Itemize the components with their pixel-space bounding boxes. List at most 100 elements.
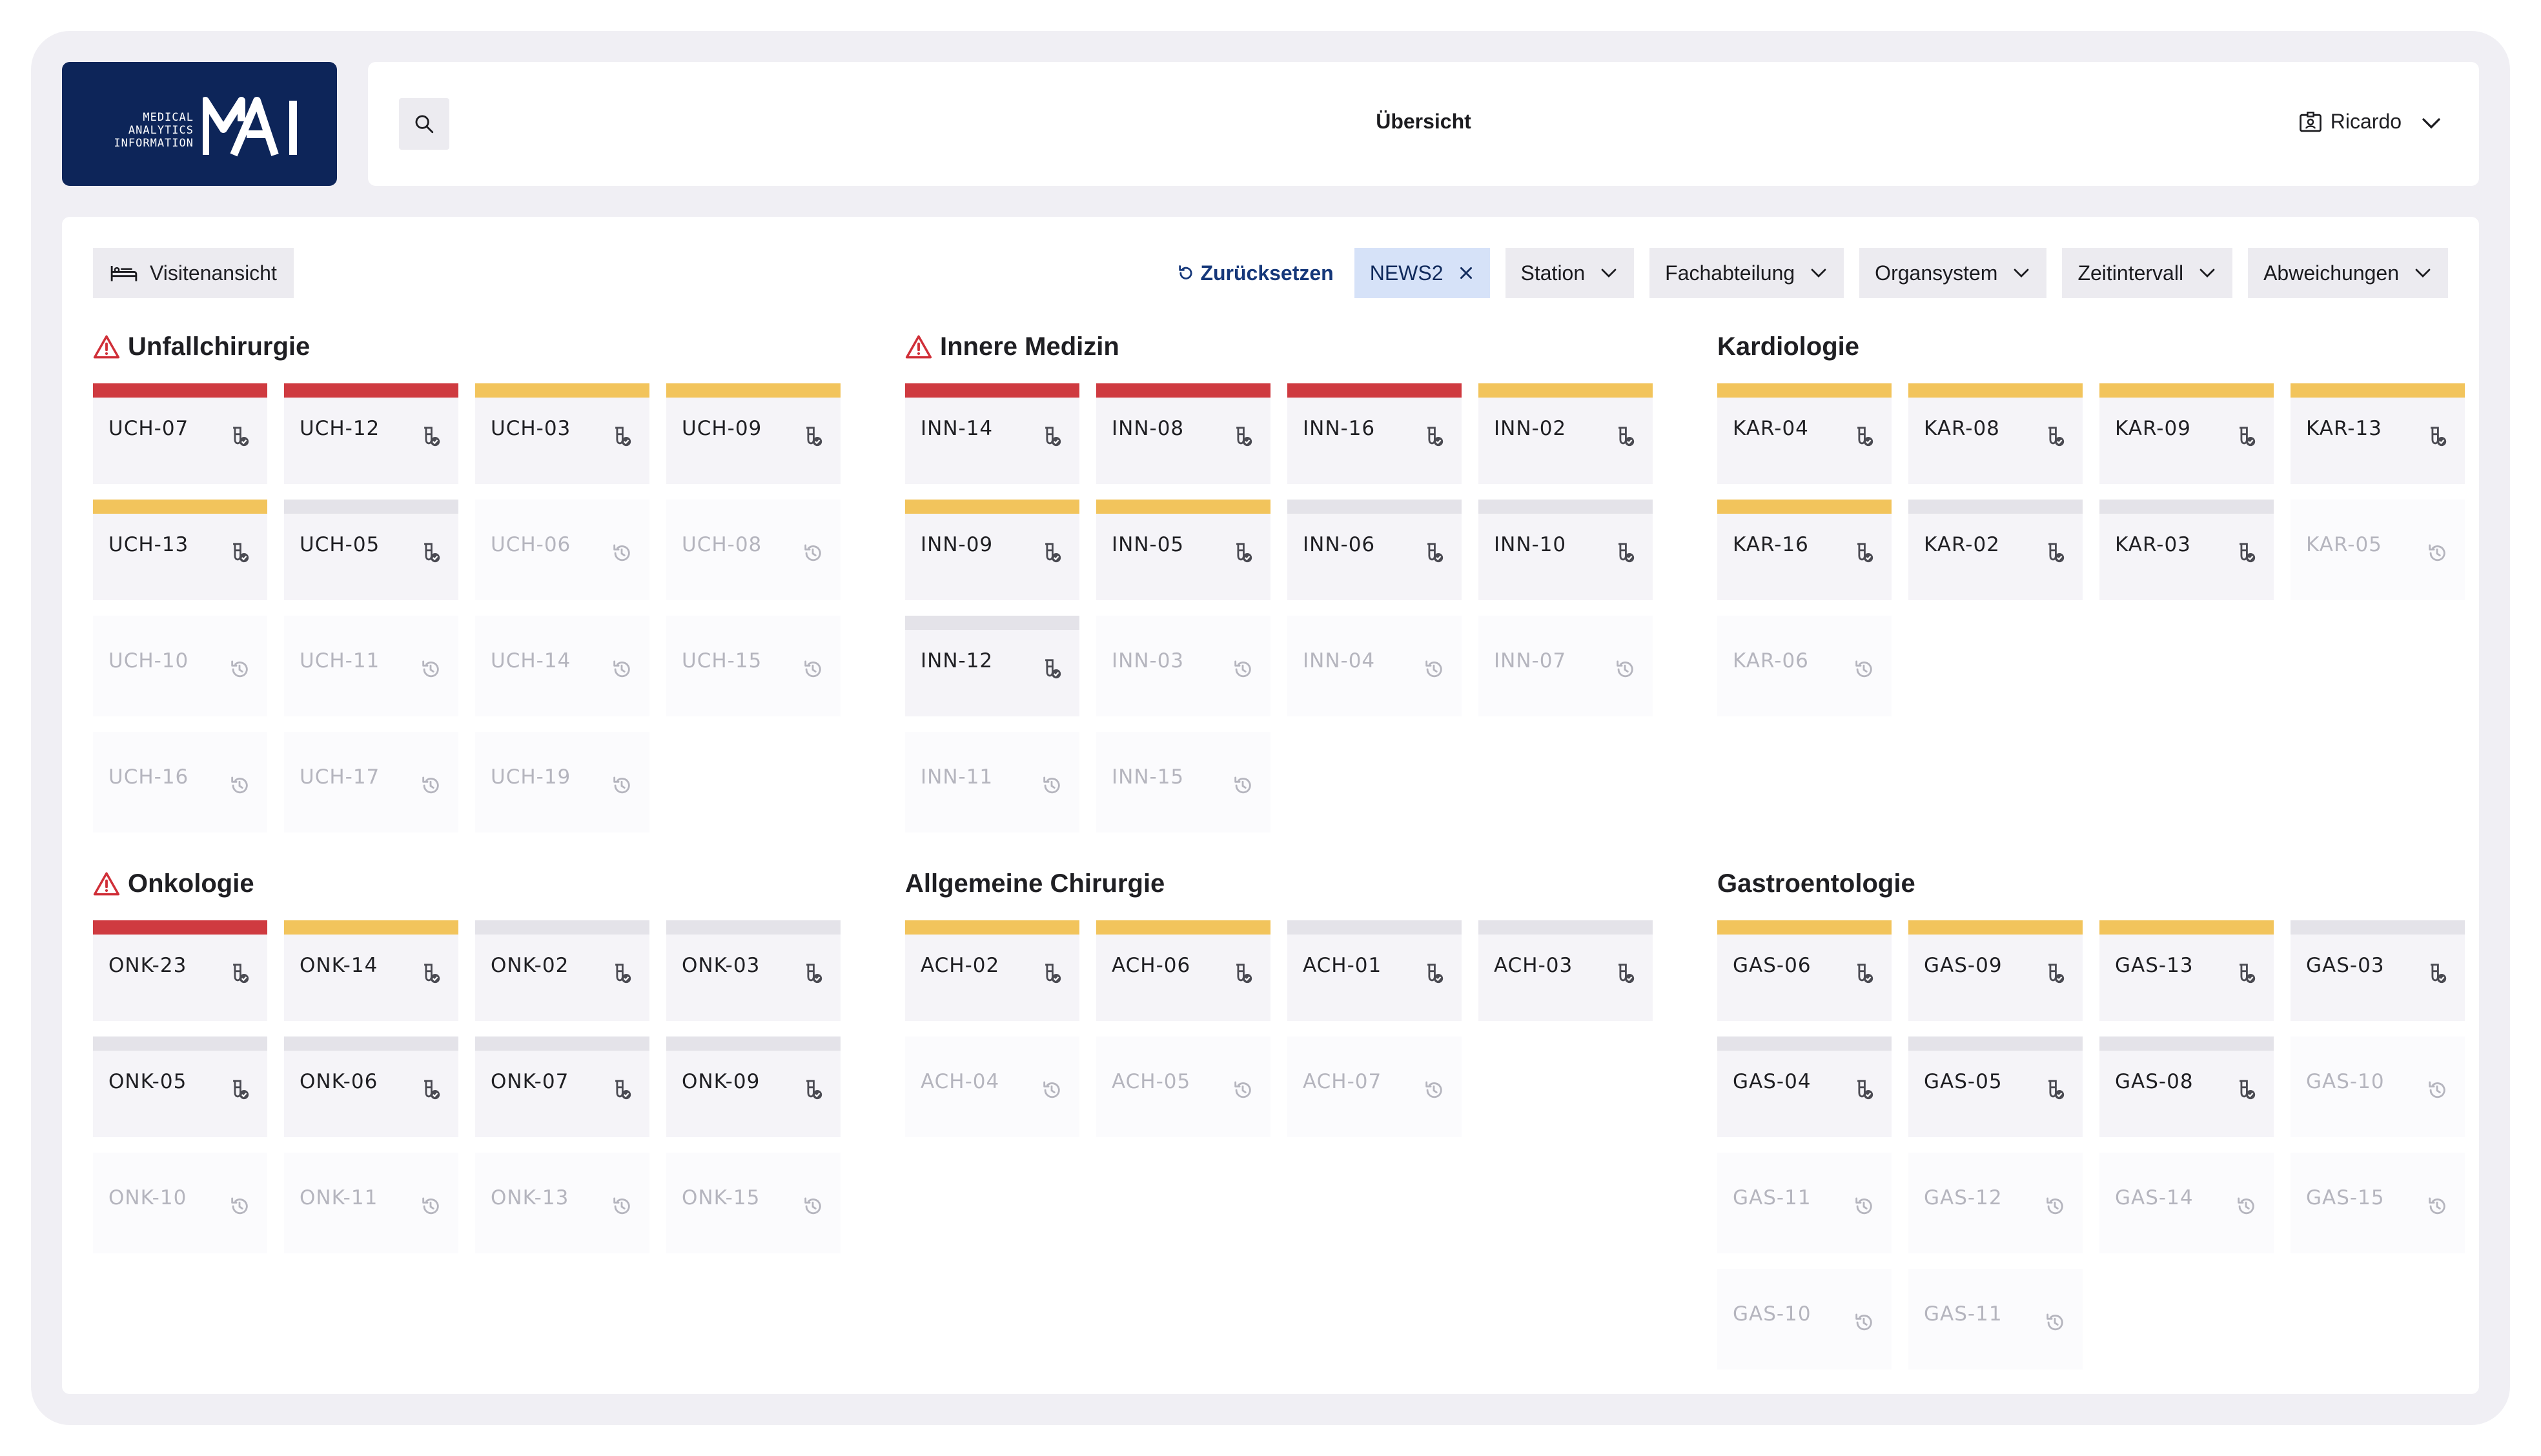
station-tile[interactable]: UCH-09 [666,383,841,484]
station-tile[interactable]: UCH-03 [475,383,649,484]
station-tile[interactable]: UCH-13 [93,500,267,600]
station-tile[interactable]: INN-16 [1287,383,1462,484]
station-tile[interactable]: GAS-10 [2291,1036,2465,1137]
close-icon[interactable] [1458,265,1475,281]
station-tile[interactable]: UCH-08 [666,500,841,600]
station-tile[interactable]: GAS-13 [2099,920,2274,1021]
station-tile[interactable]: UCH-15 [666,616,841,716]
lab-tube-check-icon [1045,659,1061,679]
station-id: UCH-09 [682,417,762,440]
station-tile[interactable]: GAS-12 [1908,1153,2083,1253]
station-tile[interactable]: INN-04 [1287,616,1462,716]
station-tile[interactable]: ONK-14 [284,920,458,1021]
station-tile[interactable]: UCH-10 [93,616,267,716]
station-tile[interactable]: INN-09 [905,500,1079,600]
station-tile[interactable]: ONK-02 [475,920,649,1021]
station-tile[interactable]: GAS-03 [2291,920,2465,1021]
user-menu[interactable]: Ricardo [2298,110,2402,134]
status-bar-yellow [666,383,841,398]
station-tile[interactable]: UCH-16 [93,732,267,833]
station-tile[interactable]: ONK-07 [475,1036,649,1137]
station-tile[interactable]: INN-12 [905,616,1079,716]
status-bar-yellow [1717,383,1892,398]
station-tile[interactable]: GAS-09 [1908,920,2083,1021]
station-tile[interactable]: INN-05 [1096,500,1270,600]
station-tile[interactable]: ACH-03 [1478,920,1653,1021]
filter-dropdown-abweichungen[interactable]: Abweichungen [2248,248,2448,298]
lab-tube-check-icon [424,964,440,984]
station-tile[interactable]: KAR-04 [1717,383,1892,484]
station-tile[interactable]: ONK-15 [666,1153,841,1253]
station-tile[interactable]: GAS-11 [1717,1153,1892,1253]
station-tile[interactable]: KAR-08 [1908,383,2083,484]
station-tile[interactable]: ACH-05 [1096,1036,1270,1137]
station-tile[interactable]: ONK-13 [475,1153,649,1253]
station-tile[interactable]: ONK-03 [666,920,841,1021]
station-tile[interactable]: INN-15 [1096,732,1270,833]
filter-dropdown-organsystem[interactable]: Organsystem [1859,248,2047,298]
station-tile[interactable]: ONK-09 [666,1036,841,1137]
status-bar-gray [1287,500,1462,514]
station-tile[interactable]: KAR-02 [1908,500,2083,600]
station-id: INN-11 [921,765,994,789]
active-filter-chip[interactable]: NEWS2 [1354,248,1490,298]
search-button[interactable] [399,98,449,150]
station-tile[interactable]: INN-10 [1478,500,1653,600]
station-tile[interactable]: GAS-06 [1717,920,1892,1021]
status-bar-red [1096,383,1270,398]
filter-dropdown-station[interactable]: Station [1505,248,1635,298]
station-tile[interactable]: GAS-08 [2099,1036,2274,1137]
station-tile[interactable]: ACH-01 [1287,920,1462,1021]
station-id: KAR-09 [2115,417,2191,440]
station-tile[interactable]: INN-08 [1096,383,1270,484]
station-tile[interactable]: GAS-15 [2291,1153,2465,1253]
station-tile[interactable]: UCH-12 [284,383,458,484]
station-tile[interactable]: UCH-17 [284,732,458,833]
station-tile[interactable]: INN-11 [905,732,1079,833]
station-tile[interactable]: ONK-10 [93,1153,267,1253]
station-tile[interactable]: INN-14 [905,383,1079,484]
station-tile[interactable]: INN-02 [1478,383,1653,484]
station-tile[interactable]: KAR-06 [1717,616,1892,716]
filter-dropdown-fachabteilung[interactable]: Fachabteilung [1649,248,1844,298]
reset-filters-button[interactable]: Zurücksetzen [1172,261,1338,285]
station-tile[interactable]: GAS-14 [2099,1153,2274,1253]
station-tile[interactable]: KAR-05 [2291,500,2465,600]
visit-view-button[interactable]: Visitenansicht [93,248,294,298]
lab-tube-check-icon [2048,543,2065,563]
filter-dropdown-zeitintervall[interactable]: Zeitintervall [2062,248,2233,298]
station-tile[interactable]: ACH-04 [905,1036,1079,1137]
station-id: UCH-14 [491,649,571,672]
station-tile[interactable]: ACH-02 [905,920,1079,1021]
station-tile[interactable]: UCH-07 [93,383,267,484]
brand-logo[interactable]: MEDICAL ANALYTICS INFORMATION [62,62,337,186]
chevron-down-icon[interactable] [2420,114,2443,133]
station-tile[interactable]: KAR-03 [2099,500,2274,600]
station-tile[interactable]: KAR-13 [2291,383,2465,484]
station-tile[interactable]: ONK-23 [93,920,267,1021]
station-id: UCH-08 [682,533,762,556]
lab-tube-check-icon [424,1080,440,1100]
station-tile[interactable]: INN-07 [1478,616,1653,716]
station-tile[interactable]: UCH-06 [475,500,649,600]
station-tile[interactable]: ACH-07 [1287,1036,1462,1137]
station-id: INN-12 [921,649,994,672]
station-tile[interactable]: ACH-06 [1096,920,1270,1021]
station-tile[interactable]: INN-03 [1096,616,1270,716]
station-tile[interactable]: UCH-19 [475,732,649,833]
station-tile[interactable]: UCH-11 [284,616,458,716]
station-id: ACH-07 [1303,1070,1382,1093]
station-tile[interactable]: KAR-09 [2099,383,2274,484]
station-tile[interactable]: GAS-10 [1717,1269,1892,1370]
station-tile[interactable]: ONK-06 [284,1036,458,1137]
station-tile[interactable]: ONK-11 [284,1153,458,1253]
station-tile[interactable]: UCH-05 [284,500,458,600]
station-tile[interactable]: GAS-05 [1908,1036,2083,1137]
status-bar-gray [2099,500,2274,514]
station-tile[interactable]: GAS-04 [1717,1036,1892,1137]
station-tile[interactable]: INN-06 [1287,500,1462,600]
station-tile[interactable]: GAS-11 [1908,1269,2083,1370]
station-tile[interactable]: KAR-16 [1717,500,1892,600]
station-tile[interactable]: ONK-05 [93,1036,267,1137]
station-tile[interactable]: UCH-14 [475,616,649,716]
